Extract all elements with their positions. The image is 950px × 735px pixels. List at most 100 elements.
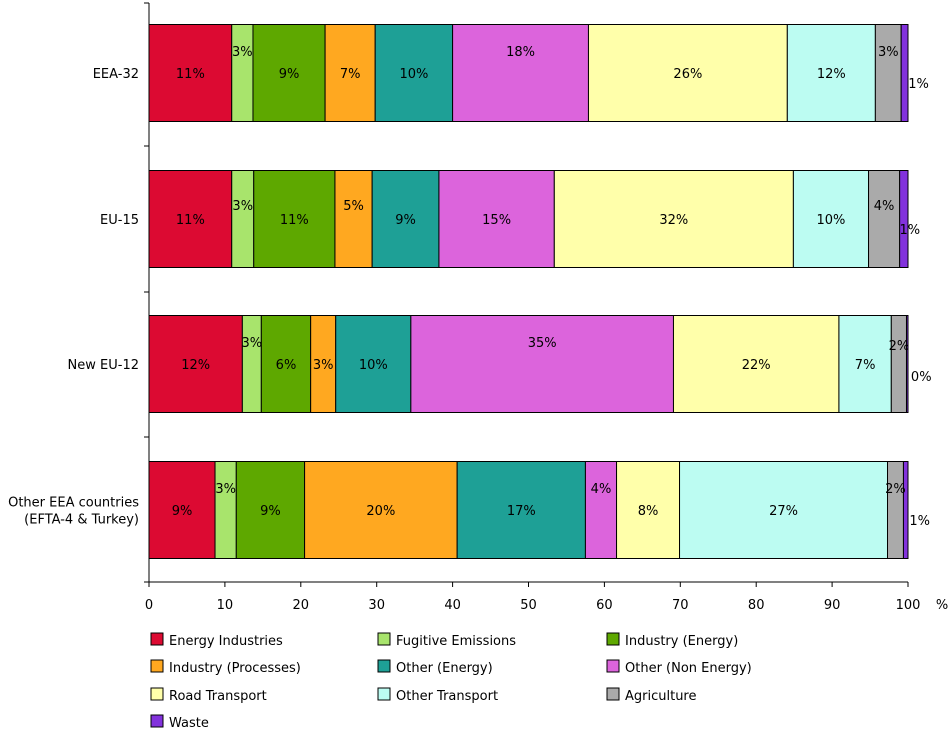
bar-segment	[452, 24, 589, 122]
x-tick-label: 100	[896, 598, 921, 613]
bar-segment	[587, 24, 788, 122]
category-label: EEA-32	[93, 67, 139, 82]
x-tick-label: 70	[672, 598, 689, 613]
data-label: 10%	[359, 358, 388, 373]
data-label: 35%	[528, 336, 557, 351]
bar-segment	[324, 24, 376, 122]
data-label: 4%	[591, 482, 612, 497]
category-label: New EU-12	[68, 358, 139, 373]
bar-segment	[374, 24, 454, 122]
data-label: 17%	[507, 504, 536, 519]
legend-label: Other Transport	[396, 689, 498, 704]
bar-segment	[616, 461, 681, 559]
legend-label: Road Transport	[169, 689, 267, 704]
x-tick-label: 10	[217, 598, 234, 613]
bar-segment	[874, 24, 902, 122]
legend-swatch	[377, 687, 391, 701]
legend-swatch	[606, 659, 620, 673]
legend-swatch	[377, 632, 391, 646]
x-tick-label: 50	[520, 598, 537, 613]
data-label: 4%	[874, 199, 895, 214]
bar-segment	[868, 170, 901, 268]
legend-label: Other (Non Energy)	[625, 661, 752, 676]
category-label: EU-15	[100, 213, 139, 228]
bar-segment	[410, 315, 674, 413]
data-label: 3%	[232, 45, 253, 60]
bar-segment	[260, 315, 312, 413]
data-label: 2%	[889, 339, 910, 354]
bar-segment	[584, 461, 618, 559]
x-tick-label: 30	[368, 598, 385, 613]
legend-label: Industry (Energy)	[625, 634, 738, 649]
legend-swatch	[150, 659, 164, 673]
legend-label: Agriculture	[625, 689, 697, 704]
x-tick-label: 80	[748, 598, 765, 613]
legend-swatch	[150, 632, 164, 646]
legend-label: Waste	[169, 716, 209, 731]
data-label: 3%	[242, 336, 263, 351]
data-label: 18%	[506, 45, 535, 60]
data-label: 11%	[176, 67, 205, 82]
bar-segment	[890, 315, 907, 413]
bar-segment	[235, 461, 306, 559]
category-label: Other EEA countries	[8, 496, 139, 511]
bar-segment	[253, 170, 336, 268]
x-axis-unit: %	[936, 598, 948, 613]
category-label: (EFTA-4 & Turkey)	[24, 513, 139, 528]
data-label: 9%	[260, 504, 281, 519]
legend-label: Other (Energy)	[396, 661, 493, 676]
bar-segment	[214, 461, 237, 559]
bar-segment	[905, 315, 909, 413]
data-label: 3%	[215, 482, 236, 497]
bar-segment	[672, 315, 840, 413]
data-label: 7%	[340, 67, 361, 82]
data-label: 12%	[817, 67, 846, 82]
bar-segment	[902, 461, 909, 559]
data-label: 1%	[908, 77, 929, 92]
data-label: 11%	[176, 213, 205, 228]
bar-segment	[456, 461, 586, 559]
data-label: 3%	[878, 45, 899, 60]
data-label: 9%	[172, 504, 193, 519]
bar-segment	[304, 461, 458, 559]
bar-segment	[148, 315, 243, 413]
data-label: 10%	[399, 67, 428, 82]
x-tick-label: 90	[824, 598, 841, 613]
legend-label: Fugitive Emissions	[396, 634, 516, 649]
bar-segment	[838, 315, 892, 413]
data-label: 2%	[885, 482, 906, 497]
legend-swatch	[606, 632, 620, 646]
data-label: 27%	[769, 504, 798, 519]
data-label: 22%	[742, 358, 771, 373]
x-tick-label: 60	[596, 598, 613, 613]
legend-swatch	[150, 687, 164, 701]
data-label: 7%	[855, 358, 876, 373]
data-label: 3%	[232, 199, 253, 214]
bar-segment	[786, 24, 876, 122]
data-label: 20%	[366, 504, 395, 519]
legend-swatch	[150, 714, 164, 728]
bar-segment	[371, 170, 440, 268]
bar-segment	[252, 24, 326, 122]
bar-segment	[148, 170, 233, 268]
bar-segment	[334, 170, 373, 268]
data-label: 10%	[817, 213, 846, 228]
bar-segment	[792, 170, 870, 268]
data-label: 11%	[280, 213, 309, 228]
bar-segment	[148, 24, 233, 122]
legend-swatch	[377, 659, 391, 673]
bar-segment	[231, 170, 255, 268]
legend-swatch	[606, 687, 620, 701]
bar-segment	[148, 461, 216, 559]
bar-segment	[438, 170, 555, 268]
legend-label: Energy Industries	[169, 634, 283, 649]
data-label: 9%	[395, 213, 416, 228]
data-label: 12%	[181, 358, 210, 373]
x-tick-label: 40	[444, 598, 461, 613]
data-label: 8%	[638, 504, 659, 519]
x-tick-label: 20	[293, 598, 310, 613]
x-tick-label: 0	[145, 598, 153, 613]
data-label: 32%	[659, 213, 688, 228]
data-label: 15%	[482, 213, 511, 228]
